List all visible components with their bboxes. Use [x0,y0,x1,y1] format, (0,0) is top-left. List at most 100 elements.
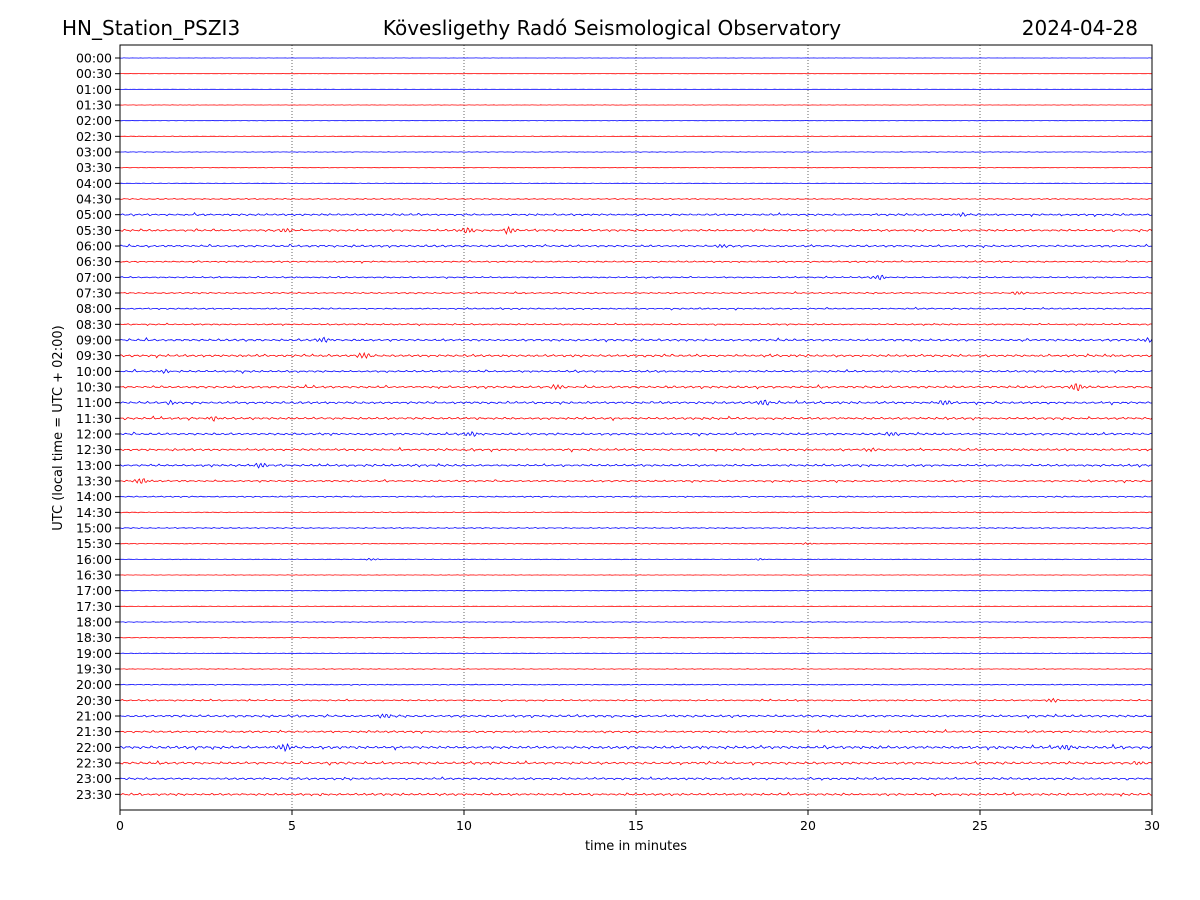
trace-row-1930 [119,668,1153,670]
trace-row-2100 [119,713,1153,719]
row-label: 08:30 [76,317,112,332]
trace-row-1730 [119,605,1152,608]
trace-row-0300 [119,151,1153,153]
trace-row-0630 [119,259,1153,264]
x-axis-label: time in minutes [585,839,687,854]
row-label: 06:00 [76,239,112,254]
trace-row-1400 [119,495,1153,498]
row-label: 14:00 [76,489,112,504]
trace-row-0730 [119,291,1153,295]
seismogram-traces [119,57,1153,797]
trace-row-0600 [119,243,1153,249]
row-label: 22:30 [76,756,112,771]
row-label: 02:00 [76,113,112,128]
row-label: 16:00 [76,552,112,567]
row-time-labels: 00:0000:3001:0001:3002:0002:3003:0003:30… [76,51,120,802]
trace-row-1900 [120,652,1153,655]
trace-row-1700 [119,589,1153,592]
trace-row-2030 [119,697,1153,703]
trace-row-1300 [119,462,1153,469]
trace-row-0700 [119,274,1153,281]
row-label: 14:30 [76,505,112,520]
row-label: 10:30 [76,380,112,395]
row-label: 11:30 [76,411,112,426]
trace-row-1530 [120,542,1152,545]
trace-row-1100 [119,399,1153,406]
row-label: 01:30 [76,98,112,113]
row-label: 19:30 [76,662,112,677]
row-label: 05:30 [76,223,112,238]
row-label: 11:00 [76,395,112,410]
x-tick-label: 10 [456,818,472,833]
row-label: 17:30 [76,599,112,614]
trace-row-0830 [119,322,1153,327]
row-label: 07:30 [76,286,112,301]
row-label: 13:30 [76,474,112,489]
row-label: 09:00 [76,333,112,348]
row-label: 06:30 [76,254,112,269]
row-label: 20:30 [76,693,112,708]
trace-row-0230 [119,135,1153,138]
row-label: 09:30 [76,348,112,363]
trace-row-2000 [119,683,1153,686]
row-label: 10:00 [76,364,112,379]
x-tick-label: 30 [1144,818,1160,833]
trace-row-0400 [119,182,1153,185]
x-tick-label: 20 [800,818,816,833]
row-label: 13:00 [76,458,112,473]
row-label: 02:30 [76,129,112,144]
row-label: 23:30 [76,787,112,802]
x-tick-label: 0 [116,818,124,833]
row-label: 15:30 [76,536,112,551]
row-label: 19:00 [76,646,112,661]
row-label: 03:30 [76,160,112,175]
x-tick-label: 15 [628,818,644,833]
plot-frame [119,44,1153,811]
station-title: HN_Station_PSZI3 [62,16,240,40]
trace-row-1800 [119,621,1153,623]
x-axis-ticks: 0 5 10 15 20 25 30 [116,810,1160,833]
trace-row-0930 [119,351,1153,360]
trace-row-0330 [119,166,1153,169]
trace-row-1200 [119,431,1153,437]
trace-row-1430 [119,511,1152,514]
trace-row-0500 [119,211,1153,218]
trace-row-1130 [119,415,1153,422]
row-label: 17:00 [76,583,112,598]
row-label: 03:00 [76,145,112,160]
trace-row-2130 [119,728,1153,735]
vertical-gridlines [291,45,981,810]
row-label: 00:00 [76,51,112,66]
row-label: 21:30 [76,724,112,739]
row-label: 18:00 [76,615,112,630]
trace-row-1600 [119,557,1153,561]
trace-row-1000 [119,368,1153,375]
row-label: 16:30 [76,568,112,583]
trace-row-0530 [119,225,1153,235]
trace-row-1830 [119,636,1153,639]
trace-row-1030 [119,383,1153,392]
trace-row-1230 [119,446,1153,453]
row-label: 08:00 [76,301,112,316]
trace-row-2300 [119,776,1153,781]
trace-row-2330 [119,791,1153,797]
trace-row-1630 [119,574,1153,576]
trace-row-2200 [119,742,1153,753]
trace-row-1330 [120,478,1153,484]
trace-row-0430 [119,197,1153,201]
y-axis-label: UTC (local time = UTC + 02:00) [51,325,66,530]
row-label: 20:00 [76,677,112,692]
observatory-title: Kövesligethy Radó Seismological Observat… [383,16,841,40]
row-label: 18:30 [76,630,112,645]
row-label: 01:00 [76,82,112,97]
row-label: 00:30 [76,66,112,81]
row-label: 07:00 [76,270,112,285]
row-label: 21:00 [76,709,112,724]
row-label: 15:00 [76,521,112,536]
row-label: 22:00 [76,740,112,755]
date-title: 2024-04-28 [1022,16,1138,40]
row-label: 12:30 [76,442,112,457]
trace-row-0800 [120,306,1152,311]
row-label: 04:00 [76,176,112,191]
